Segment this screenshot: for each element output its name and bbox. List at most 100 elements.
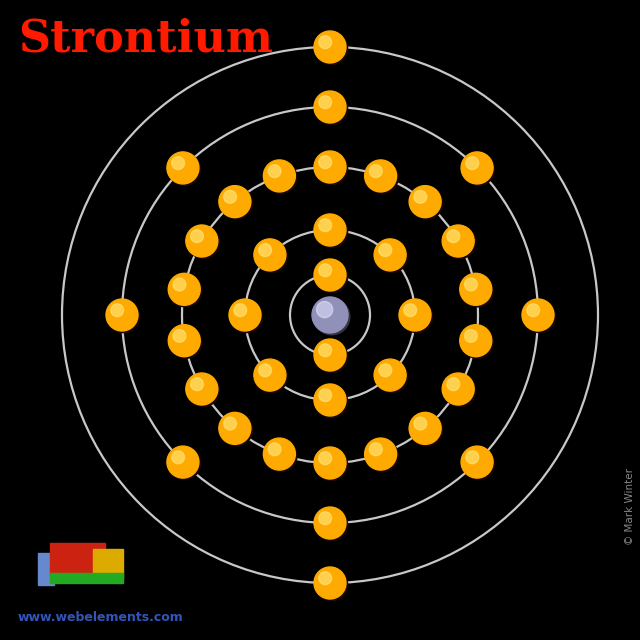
Circle shape [401, 301, 433, 333]
Circle shape [376, 361, 408, 393]
Circle shape [319, 512, 332, 525]
Bar [93, 549, 123, 578]
Circle shape [522, 299, 554, 331]
Circle shape [259, 364, 271, 377]
Circle shape [168, 273, 200, 305]
Circle shape [264, 160, 296, 192]
Circle shape [366, 440, 398, 472]
Circle shape [461, 275, 493, 307]
Circle shape [374, 239, 406, 271]
Circle shape [167, 446, 199, 478]
Circle shape [463, 447, 495, 479]
Circle shape [265, 440, 297, 472]
Circle shape [314, 339, 346, 371]
Circle shape [312, 297, 348, 333]
Circle shape [465, 330, 477, 342]
Circle shape [316, 509, 348, 541]
Circle shape [414, 417, 427, 430]
Circle shape [168, 154, 200, 186]
Circle shape [376, 241, 408, 273]
Circle shape [268, 443, 281, 456]
Text: Strontium: Strontium [18, 18, 273, 61]
Circle shape [172, 451, 184, 463]
Circle shape [316, 340, 348, 372]
Circle shape [369, 164, 382, 177]
Circle shape [409, 412, 441, 444]
Circle shape [319, 344, 332, 356]
Circle shape [524, 301, 556, 333]
Circle shape [442, 225, 474, 257]
Circle shape [188, 227, 220, 259]
Circle shape [442, 373, 474, 405]
Circle shape [254, 239, 286, 271]
Circle shape [108, 301, 140, 333]
Circle shape [223, 417, 236, 430]
Circle shape [255, 241, 287, 273]
Circle shape [460, 273, 492, 305]
Circle shape [316, 260, 348, 292]
Circle shape [461, 326, 493, 358]
Circle shape [461, 446, 493, 478]
Circle shape [414, 191, 427, 204]
Circle shape [411, 188, 443, 220]
Circle shape [365, 438, 397, 470]
Bar [50, 573, 123, 583]
Circle shape [319, 156, 332, 168]
Circle shape [319, 96, 332, 109]
Circle shape [316, 152, 348, 184]
Circle shape [191, 230, 204, 243]
Circle shape [409, 186, 441, 218]
Circle shape [264, 438, 296, 470]
Circle shape [230, 301, 262, 333]
Circle shape [369, 443, 382, 456]
Circle shape [314, 31, 346, 63]
Circle shape [447, 230, 460, 243]
Circle shape [447, 378, 460, 390]
Circle shape [265, 161, 297, 193]
Circle shape [314, 447, 346, 479]
Circle shape [460, 324, 492, 356]
Circle shape [466, 157, 479, 170]
Circle shape [319, 388, 332, 402]
Circle shape [314, 214, 346, 246]
Circle shape [316, 93, 348, 125]
Circle shape [268, 164, 281, 177]
Circle shape [191, 378, 204, 390]
Circle shape [319, 219, 332, 232]
Circle shape [319, 36, 332, 49]
Circle shape [316, 33, 348, 65]
Circle shape [106, 299, 138, 331]
Circle shape [186, 373, 218, 405]
Circle shape [404, 304, 417, 317]
Circle shape [411, 414, 443, 446]
Circle shape [220, 188, 252, 220]
Circle shape [316, 385, 348, 417]
Circle shape [466, 451, 479, 463]
Circle shape [374, 359, 406, 391]
Circle shape [314, 151, 346, 183]
Circle shape [314, 259, 346, 291]
Circle shape [234, 304, 246, 317]
Circle shape [319, 452, 332, 465]
Circle shape [444, 227, 476, 259]
Circle shape [255, 361, 287, 393]
Circle shape [173, 278, 186, 291]
Circle shape [379, 244, 392, 257]
Text: www.webelements.com: www.webelements.com [18, 611, 184, 624]
Circle shape [314, 384, 346, 416]
Circle shape [167, 152, 199, 184]
Bar [38, 553, 54, 585]
Circle shape [314, 567, 346, 599]
Circle shape [399, 299, 431, 331]
Circle shape [254, 359, 286, 391]
Circle shape [316, 568, 348, 600]
Bar [50, 543, 105, 575]
Circle shape [314, 299, 350, 335]
Text: © Mark Winter: © Mark Winter [625, 468, 635, 545]
Circle shape [220, 414, 252, 446]
Circle shape [186, 225, 218, 257]
Circle shape [365, 160, 397, 192]
Circle shape [170, 275, 202, 307]
Circle shape [172, 157, 184, 170]
Circle shape [168, 447, 200, 479]
